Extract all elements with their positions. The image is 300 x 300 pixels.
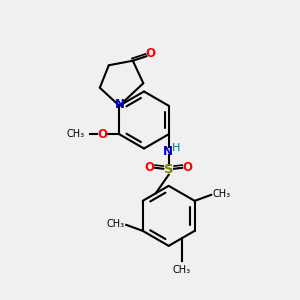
Text: N: N [115, 98, 125, 111]
Text: O: O [98, 128, 108, 141]
Text: O: O [183, 161, 193, 174]
Text: CH₃: CH₃ [213, 189, 231, 199]
Text: H: H [172, 143, 180, 153]
Text: CH₃: CH₃ [106, 219, 125, 229]
Text: O: O [146, 47, 156, 60]
Text: CH₃: CH₃ [66, 129, 84, 139]
Text: O: O [145, 161, 155, 174]
Text: CH₃: CH₃ [172, 265, 191, 275]
Text: S: S [164, 163, 173, 176]
Text: N: N [163, 145, 173, 158]
